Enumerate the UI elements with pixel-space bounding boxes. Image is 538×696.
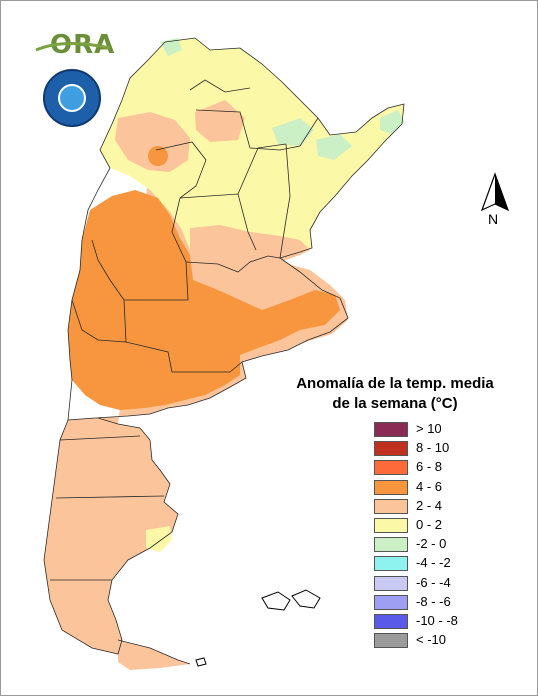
province-borders	[43, 37, 405, 665]
legend-swatch	[374, 537, 408, 553]
legend-swatch	[374, 614, 408, 629]
region-minus2-0-misiones	[316, 134, 352, 160]
temperature-anomaly-map	[44, 38, 404, 670]
north-arrow-icon	[480, 172, 510, 212]
region-minus2-0-northeast	[272, 118, 314, 146]
legend-label: 0 - 2	[416, 517, 443, 532]
region-minus2-0-northwest	[160, 38, 182, 56]
north-arrow-label: N	[488, 211, 499, 227]
legend-label: 4 - 6	[416, 478, 443, 494]
legend-label: < -10	[416, 632, 446, 648]
legend-swatch	[374, 518, 408, 533]
legend-swatch	[374, 498, 408, 514]
malvinas-islands	[261, 589, 321, 611]
legend-label: 2 - 4	[416, 497, 443, 513]
legend-label: -4 - -2	[416, 555, 451, 571]
legend-label: -6 - -4	[416, 574, 451, 590]
legend-swatch	[374, 556, 408, 572]
legend-label: > 10	[416, 421, 442, 436]
legend-swatch	[374, 460, 408, 476]
legend-label: 8 - 10	[416, 440, 450, 456]
legend-title-line2: de la semana (°C)	[332, 395, 458, 412]
region-6-8-dot	[148, 146, 168, 166]
legend-swatch	[374, 575, 408, 591]
region-north-base	[100, 38, 404, 262]
legend-title-line1: Anomalía de la temp. media	[296, 375, 494, 392]
region-tierra-del-fuego	[118, 640, 190, 670]
region-4-6	[68, 190, 340, 410]
south-islets	[195, 657, 207, 667]
legend-label: -2 - 0	[416, 536, 447, 552]
region-2-4-northwest	[115, 112, 190, 172]
legend-swatch	[374, 479, 408, 495]
legend-swatch	[374, 441, 408, 457]
region-0-2-patagonia	[146, 526, 172, 552]
legend-swatch	[374, 594, 408, 610]
legend-label: -10 - -8	[416, 613, 458, 628]
ora-logo-swoosh-icon	[35, 41, 111, 52]
smn-seal-icon	[43, 69, 101, 127]
legend-label: -8 - -6	[416, 593, 451, 609]
legend-swatch	[374, 422, 408, 437]
smn-seal-center	[58, 84, 86, 112]
legend-swatch	[374, 633, 408, 649]
legend-label: 6 - 8	[416, 459, 443, 475]
